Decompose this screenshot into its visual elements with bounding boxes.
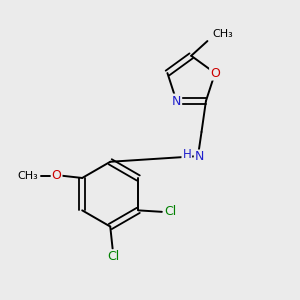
Text: CH₃: CH₃: [213, 29, 233, 39]
Text: Cl: Cl: [107, 250, 119, 263]
Text: O: O: [52, 169, 61, 182]
Text: H: H: [182, 148, 191, 161]
Text: N: N: [172, 94, 181, 108]
Text: O: O: [210, 67, 220, 80]
Text: CH₃: CH₃: [18, 171, 39, 181]
Text: Cl: Cl: [164, 205, 176, 218]
Text: N: N: [195, 151, 204, 164]
